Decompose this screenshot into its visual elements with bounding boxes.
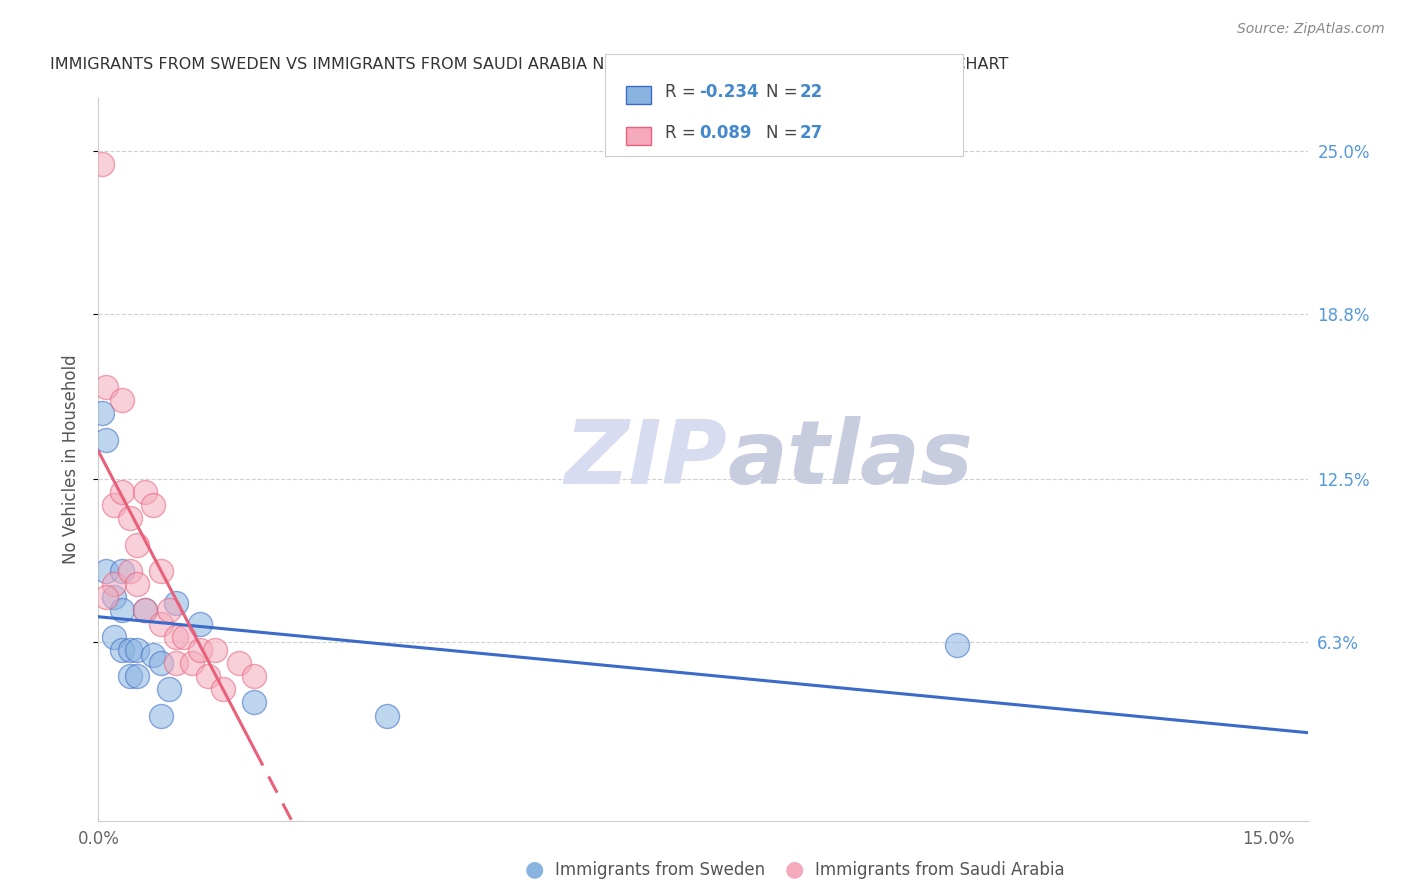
Point [165, 596, 187, 610]
Point [96, 564, 118, 578]
Text: 27: 27 [800, 124, 824, 142]
Point [96, 591, 118, 605]
Text: ●: ● [785, 860, 804, 880]
Point [157, 603, 180, 617]
Point [118, 564, 141, 578]
Point [127, 643, 149, 657]
Point [103, 591, 125, 605]
Text: 0.089: 0.089 [699, 124, 751, 142]
Point [118, 511, 141, 525]
Text: R =: R = [665, 83, 702, 101]
Text: Source: ZipAtlas.com: Source: ZipAtlas.com [1237, 22, 1385, 37]
Point [188, 616, 211, 631]
Point [228, 656, 250, 670]
Point [181, 656, 204, 670]
Point [165, 630, 187, 644]
Point [165, 656, 187, 670]
Point [243, 669, 266, 683]
Point [111, 564, 134, 578]
Point [157, 682, 180, 697]
Text: R =: R = [665, 124, 706, 142]
Point [127, 538, 149, 552]
Text: atlas: atlas [727, 416, 973, 503]
Point [118, 643, 141, 657]
Text: N =: N = [766, 83, 803, 101]
Point [149, 564, 172, 578]
Text: IMMIGRANTS FROM SWEDEN VS IMMIGRANTS FROM SAUDI ARABIA NO VEHICLES IN HOUSEHOLD : IMMIGRANTS FROM SWEDEN VS IMMIGRANTS FRO… [51, 57, 1008, 72]
Text: ●: ● [524, 860, 544, 880]
Point [111, 393, 134, 408]
Point [127, 577, 149, 591]
Text: -0.234: -0.234 [699, 83, 758, 101]
Text: Immigrants from Sweden: Immigrants from Sweden [555, 861, 765, 879]
Point [96, 380, 118, 394]
Point [212, 682, 235, 697]
Point [188, 643, 211, 657]
Point [134, 603, 156, 617]
Point [103, 630, 125, 644]
Point [945, 638, 967, 652]
Point [103, 577, 125, 591]
Point [111, 643, 134, 657]
Point [118, 669, 141, 683]
Point [149, 616, 172, 631]
Point [243, 695, 266, 709]
Point [134, 485, 156, 500]
Point [149, 656, 172, 670]
Point [103, 499, 125, 513]
Point [204, 643, 226, 657]
Point [134, 603, 156, 617]
Point [111, 603, 134, 617]
Point [142, 499, 165, 513]
Point [149, 708, 172, 723]
Point [96, 433, 118, 447]
Point [127, 669, 149, 683]
Point [91, 157, 114, 171]
Point [111, 485, 134, 500]
Point [142, 648, 165, 662]
Point [173, 630, 195, 644]
Text: N =: N = [766, 124, 803, 142]
Text: 22: 22 [800, 83, 824, 101]
Point [375, 708, 398, 723]
Text: Immigrants from Saudi Arabia: Immigrants from Saudi Arabia [815, 861, 1066, 879]
Point [197, 669, 219, 683]
Y-axis label: No Vehicles in Household: No Vehicles in Household [62, 354, 80, 565]
Point [91, 406, 114, 420]
Text: ZIP: ZIP [564, 416, 727, 503]
